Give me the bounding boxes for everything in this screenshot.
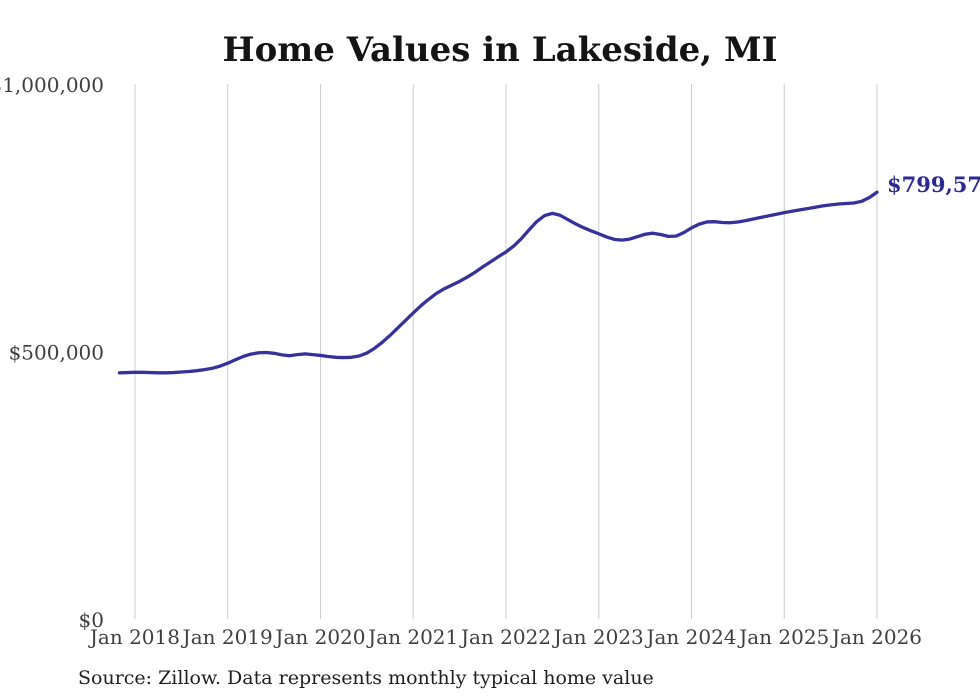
x-axis-tick-label: Jan 2025 xyxy=(737,625,829,649)
y-axis-tick-labels: $0 $500,000 $1,000,000 xyxy=(0,73,104,632)
source-note: Source: Zillow. Data represents monthly … xyxy=(78,667,654,689)
x-axis-tick-label: Jan 2026 xyxy=(830,625,922,649)
x-axis-tick-label: Jan 2022 xyxy=(459,625,551,649)
x-axis-tick-label: Jan 2019 xyxy=(181,625,273,649)
home-value-line xyxy=(117,190,879,375)
gridlines xyxy=(134,84,878,619)
x-axis-tick-label: Jan 2023 xyxy=(552,625,644,649)
end-value-label: $799,579 xyxy=(887,172,980,197)
y-axis-tick-label: $500,000 xyxy=(9,341,104,365)
x-axis-tick-labels: Jan 2018 Jan 2019 Jan 2020 Jan 2021 Jan 2022… xyxy=(88,625,922,649)
x-axis-tick-label: Jan 2018 xyxy=(88,625,180,649)
x-axis-tick-label: Jan 2024 xyxy=(644,625,736,649)
y-axis-tick-label: $1,000,000 xyxy=(0,73,104,97)
y-axis-tick-label: $0 xyxy=(79,608,104,632)
chart-title: Home Values in Lakeside, MI xyxy=(222,30,777,70)
x-axis-tick-label: Jan 2021 xyxy=(366,625,458,649)
x-axis-tick-label: Jan 2020 xyxy=(273,625,365,649)
